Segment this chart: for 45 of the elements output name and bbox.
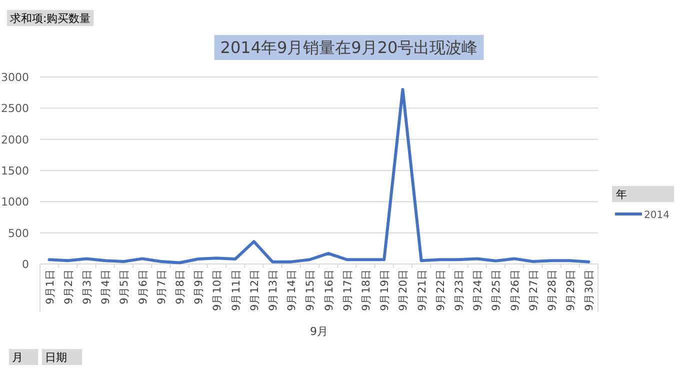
legend-label: 2014	[644, 210, 670, 221]
line-series	[48, 88, 590, 264]
y-tick-label: 500	[8, 226, 29, 240]
y-tick-label: 0	[22, 258, 29, 271]
x-tick-label: 9月15日	[304, 269, 317, 312]
y-tick-label: 1000	[1, 196, 29, 209]
text: 求和项:购买数量	[10, 12, 91, 25]
y-tick-label: 1500	[1, 164, 29, 178]
x-tick-label: 9月24日	[472, 269, 484, 312]
x-tick-label: 9月9日	[193, 269, 206, 304]
x-tick-label: 9月25日	[490, 269, 503, 312]
x-tick-label: 9月7日	[156, 269, 168, 304]
x-tick-label: 9月3日	[82, 269, 94, 304]
chart-title: 2014年9月销量在9月20号出现波峰	[220, 38, 478, 57]
x-tick-label: 9月23日	[454, 269, 466, 312]
x-tick-label: 9月29日	[565, 269, 578, 312]
x-tick-label: 9月8日	[174, 269, 186, 304]
x-tick-label: 9月5日	[118, 269, 131, 304]
x-tick-label: 9月11日	[230, 269, 242, 312]
x-tick-label: 9月18日	[360, 269, 372, 312]
x-tick-label: 9月22日	[434, 269, 447, 312]
x-tick-label: 9月17日	[342, 269, 354, 312]
y-tick-label: 3000	[1, 71, 29, 84]
x-tick-label: 9月16日	[323, 269, 336, 312]
x-tick-label: 9月12日	[248, 269, 261, 312]
x-tick-label: 9月2日	[62, 269, 75, 304]
text: 月	[12, 351, 23, 364]
x-tick-label: 9月1日	[44, 269, 56, 304]
x-tick-label: 9月19日	[379, 269, 392, 312]
x-tick-label: 9月6日	[137, 269, 150, 304]
x-tick-label: 9月10日	[212, 269, 224, 312]
x-axis-title: 9月	[310, 325, 328, 338]
x-tick-label: 9月4日	[100, 269, 112, 304]
x-tick-label: 9月14日	[286, 269, 298, 312]
x-tick-label: 9月13日	[268, 269, 280, 312]
y-tick-label: 2500	[1, 102, 29, 116]
text: 日期	[45, 351, 67, 364]
y-tick-label: 2000	[1, 133, 29, 146]
legend-title: 年	[616, 188, 627, 201]
x-tick-label: 9月20日	[398, 269, 410, 312]
x-tick-label: 9月30日	[584, 269, 596, 312]
x-tick-label: 9月26日	[509, 269, 522, 312]
x-tick-label: 9月28日	[546, 269, 558, 312]
x-tick-label: 9月21日	[416, 269, 428, 312]
x-tick-label: 9月27日	[528, 269, 540, 312]
